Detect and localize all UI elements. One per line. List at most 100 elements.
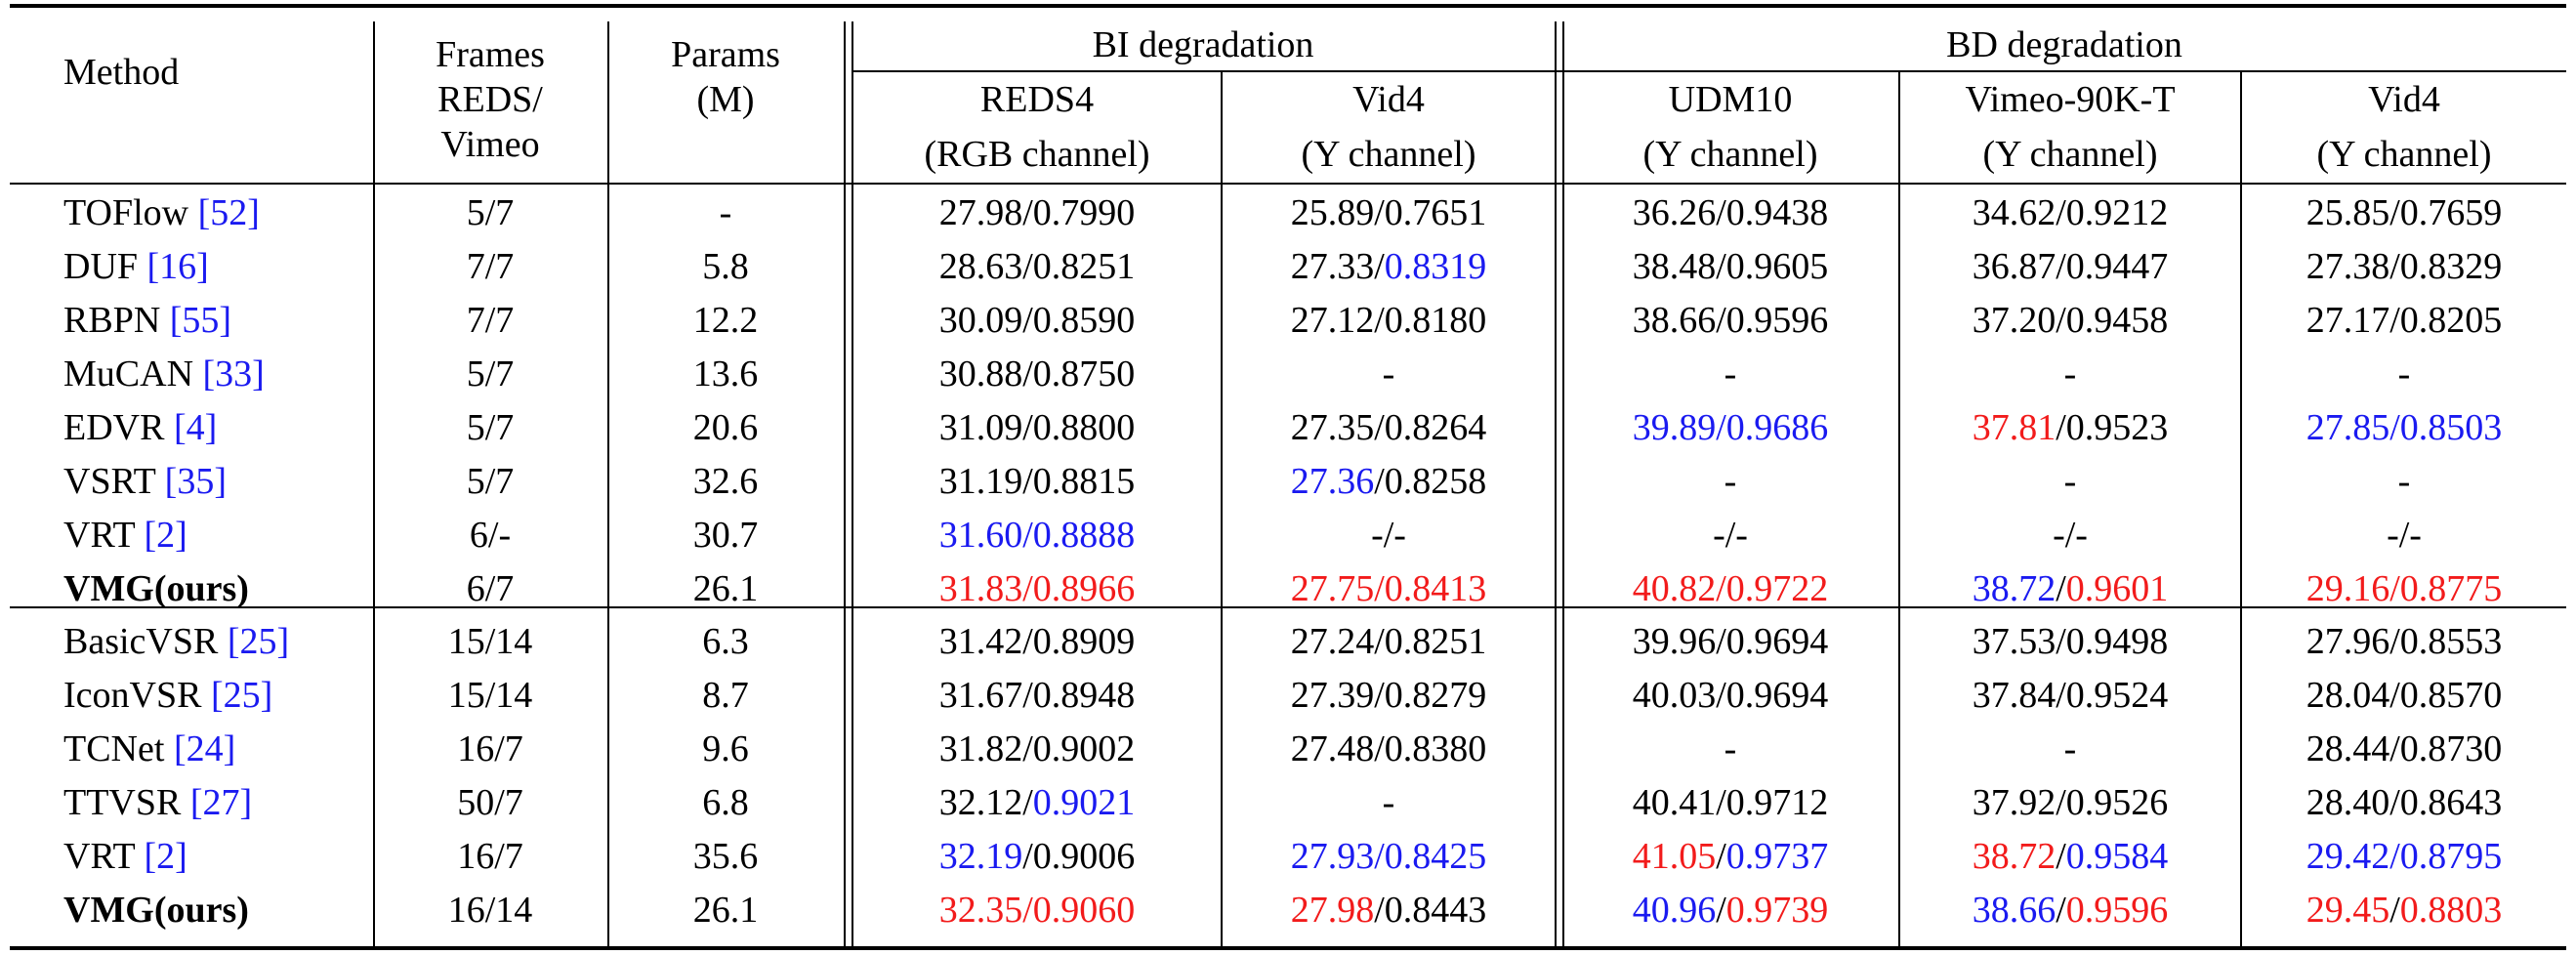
top-rule (10, 4, 2566, 8)
metric-cell: 36.26/0.9438 (1633, 191, 1829, 234)
params-cell: - (719, 192, 732, 233)
header-params-line1: Params (671, 34, 780, 75)
metric-value: - (1724, 461, 1737, 502)
method-name: IconVSR [25] (63, 674, 272, 717)
params-cell: 30.7 (692, 515, 759, 556)
metric-value: 27.93/0.8425 (1290, 836, 1487, 877)
frames-cell: 6/7 (466, 568, 515, 609)
results-table: Method Frames REDS/ Vimeo Params (M) BI … (10, 0, 2566, 955)
vrule-method (373, 21, 375, 946)
metric-cell: 28.44/0.8730 (2306, 727, 2503, 770)
metric-cell: 27.33/0.8319 (1291, 245, 1487, 288)
citation-link[interactable]: [16] (146, 246, 209, 287)
vrule-frames (607, 21, 609, 946)
frames-cell: 15/14 (447, 675, 533, 716)
metric-value: - (2063, 461, 2077, 502)
citation-link[interactable]: [4] (173, 407, 218, 448)
frames-cell: 15/14 (447, 621, 533, 662)
metric-value: 31.60/0.8888 (938, 515, 1136, 556)
metric-cell: - (1383, 781, 1395, 824)
citation-link[interactable]: [24] (173, 728, 236, 769)
vrule-reds4 (1221, 72, 1223, 946)
header-rule (10, 183, 2566, 185)
citation-link[interactable]: [27] (189, 782, 253, 823)
metric-value: 0.9021 (1032, 782, 1136, 823)
metric-value: 29.42/0.8795 (2306, 836, 2503, 877)
metric-value: 0.8803 (2399, 890, 2503, 931)
method-label: TCNet (63, 728, 174, 769)
bi-bd-underline (853, 70, 2566, 72)
metric-cell: 31.83/0.8966 (939, 567, 1136, 610)
metric-cell: - (2398, 460, 2411, 503)
metric-value: - (2397, 461, 2411, 502)
citation-link[interactable]: [2] (144, 515, 187, 556)
metric-value: 39.89/0.9686 (1632, 407, 1829, 448)
header-frames-line2: REDS/ (437, 79, 543, 120)
metric-value: 30.09/0.8590 (938, 300, 1136, 341)
metric-value: - (1724, 728, 1737, 769)
citation-link[interactable]: [55] (169, 300, 232, 341)
metric-cell: - (2064, 353, 2077, 395)
metric-cell: 27.39/0.8279 (1291, 674, 1487, 717)
metric-value: /0.9523 (2056, 407, 2169, 448)
metric-cell: 31.19/0.8815 (939, 460, 1136, 503)
metric-value: 32.19 (938, 836, 1023, 877)
metric-cell: 27.98/0.8443 (1291, 889, 1487, 932)
citation-link[interactable]: [25] (210, 675, 273, 716)
metric-cell: 37.92/0.9526 (1973, 781, 2169, 824)
dataset-channel-header: (Y channel) (1301, 134, 1476, 175)
metric-value: 28.40/0.8643 (2306, 782, 2503, 823)
citation-link[interactable]: [35] (164, 461, 227, 502)
params-cell: 32.6 (692, 461, 759, 502)
metric-cell: 37.20/0.9458 (1973, 299, 2169, 342)
method-name: TCNet [24] (63, 727, 235, 770)
metric-value: 31.09/0.8800 (938, 407, 1136, 448)
metric-cell: 28.04/0.8570 (2306, 674, 2503, 717)
metric-cell: - (1724, 460, 1737, 503)
metric-value: 37.81 (1972, 407, 2057, 448)
metric-cell: 32.35/0.9060 (939, 889, 1136, 932)
metric-cell: 25.85/0.7659 (2306, 191, 2503, 234)
metric-value: 0.9601 (2065, 568, 2169, 609)
params-cell: 13.6 (692, 353, 759, 394)
params-cell: 9.6 (702, 728, 749, 769)
metric-cell: 30.09/0.8590 (939, 299, 1136, 342)
metric-cell: 30.88/0.8750 (939, 353, 1136, 395)
metric-cell: 38.48/0.9605 (1633, 245, 1829, 288)
method-label: TOFlow (63, 192, 198, 233)
metric-value: 40.41/0.9712 (1632, 782, 1829, 823)
citation-link[interactable]: [25] (227, 621, 290, 662)
method-name: VRT [2] (63, 514, 187, 557)
metric-cell: 37.81/0.9523 (1973, 406, 2169, 449)
metric-value: 27.36 (1290, 461, 1375, 502)
metric-cell: 27.75/0.8413 (1291, 567, 1487, 610)
metric-value: 27.75/0.8413 (1290, 568, 1487, 609)
params-cell: 20.6 (692, 407, 759, 448)
metric-value: 32.35/0.9060 (938, 890, 1136, 931)
params-cell: 8.7 (702, 675, 749, 716)
dataset-name-header: Vid4 (2368, 79, 2440, 120)
metric-value: 32.12/ (938, 782, 1033, 823)
metric-value: - (2063, 353, 2077, 394)
frames-cell: 16/7 (457, 728, 523, 769)
citation-link[interactable]: [52] (197, 192, 260, 233)
metric-value: / (2056, 836, 2066, 877)
method-name: DUF [16] (63, 245, 209, 288)
metric-cell: 27.85/0.8503 (2306, 406, 2503, 449)
citation-link[interactable]: [33] (202, 353, 265, 394)
metric-cell: 41.05/0.9737 (1633, 835, 1829, 878)
method-label: VRT (63, 515, 145, 556)
metric-value: / (2389, 890, 2400, 931)
metric-value: 36.26/0.9438 (1632, 192, 1829, 233)
frames-cell: 5/7 (466, 192, 515, 233)
metric-cell: 37.53/0.9498 (1973, 620, 2169, 663)
metric-value: 38.72 (1972, 568, 2057, 609)
metric-value: - (1382, 353, 1395, 394)
metric-cell: 32.19/0.9006 (939, 835, 1136, 878)
metric-value: 0.9596 (2065, 890, 2169, 931)
metric-value: 31.83/0.8966 (938, 568, 1136, 609)
citation-link[interactable]: [2] (144, 836, 187, 877)
method-label: BasicVSR (63, 621, 228, 662)
metric-cell: 31.42/0.8909 (939, 620, 1136, 663)
method-name: VMG(ours) (63, 567, 249, 610)
